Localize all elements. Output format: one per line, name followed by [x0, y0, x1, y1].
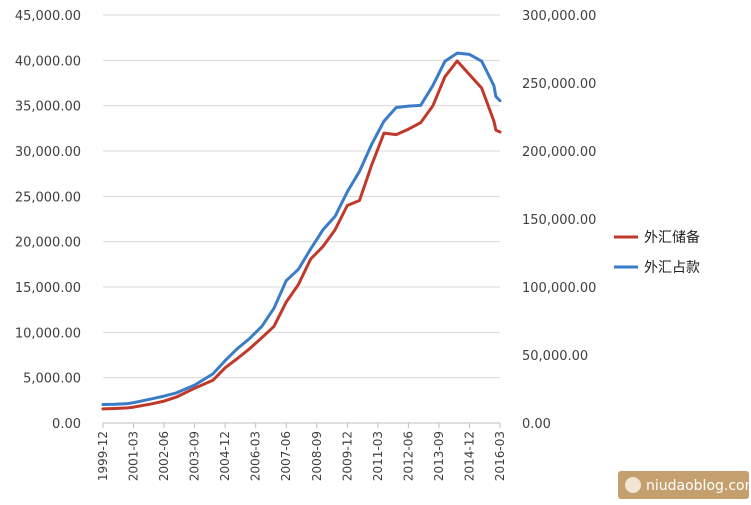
x-tick-label: 2004-12: [218, 431, 232, 481]
x-tick-label: 2011-03: [371, 431, 385, 481]
y-right-tick-label: 250,000.00: [522, 77, 596, 92]
y-right-tick-label: 100,000.00: [522, 281, 596, 296]
x-tick-label: 1999-12: [96, 431, 110, 481]
x-tick-label: 2012-06: [401, 431, 415, 481]
x-tick-label: 2003-09: [188, 431, 202, 481]
x-tick-label: 2014-12: [462, 431, 476, 481]
y-left-tick-label: 40,000.00: [15, 54, 81, 69]
x-tick-label: 2001-03: [127, 431, 141, 481]
y-left-tick-label: 30,000.00: [15, 145, 81, 160]
y-right-tick-label: 200,000.00: [522, 145, 596, 160]
y-left-tick-label: 20,000.00: [15, 236, 81, 251]
x-tick-label: 2008-09: [310, 431, 324, 481]
series-line: [101, 51, 502, 406]
x-tick-label: 2002-06: [157, 431, 171, 481]
watermark-bg: [618, 471, 749, 499]
y-left-tick-label: 25,000.00: [15, 190, 81, 205]
right-axis: 0.00 50,000.00 100,000.00 150,000.00 200,000…: [522, 9, 596, 432]
legend-label: 外汇储备: [644, 229, 700, 246]
x-tick-label: 2009-12: [340, 431, 354, 481]
legend-label: 外汇占款: [644, 260, 700, 276]
x-axis: 1999-12 2001-03 2002-06 2003-09 2004-12 2006-…: [96, 422, 507, 481]
gridlines: [103, 14, 500, 379]
y-left-tick-label: 10,000.00: [15, 326, 81, 341]
watermark: niudaoblog.com: [618, 471, 751, 499]
x-tick-label: 2007-06: [279, 431, 293, 481]
y-left-tick-label: 15,000.00: [15, 281, 81, 296]
y-left-tick-label: 5,000.00: [23, 372, 81, 387]
y-right-tick-label: 0.00: [522, 417, 551, 432]
x-tick-label: 2016-03: [493, 431, 507, 481]
watermark-logo: [625, 477, 641, 493]
y-left-tick-label: 35,000.00: [15, 100, 81, 115]
y-left-tick-label: 0.00: [52, 417, 81, 432]
left-axis: 0.00 5,000.00 10,000.00 15,000.00 20,000.00 2…: [15, 9, 81, 432]
y-right-tick-label: 50,000.00: [522, 349, 588, 364]
series-line: [101, 59, 502, 411]
x-tick-label: 2006-03: [249, 431, 263, 481]
y-left-tick-label: 45,000.00: [15, 9, 81, 24]
y-right-tick-label: 150,000.00: [522, 213, 596, 228]
y-right-tick-label: 300,000.00: [522, 9, 596, 24]
x-tick-label: 2013-09: [432, 431, 446, 481]
watermark-text: niudaoblog.com: [646, 478, 751, 494]
series-group: [101, 51, 502, 411]
